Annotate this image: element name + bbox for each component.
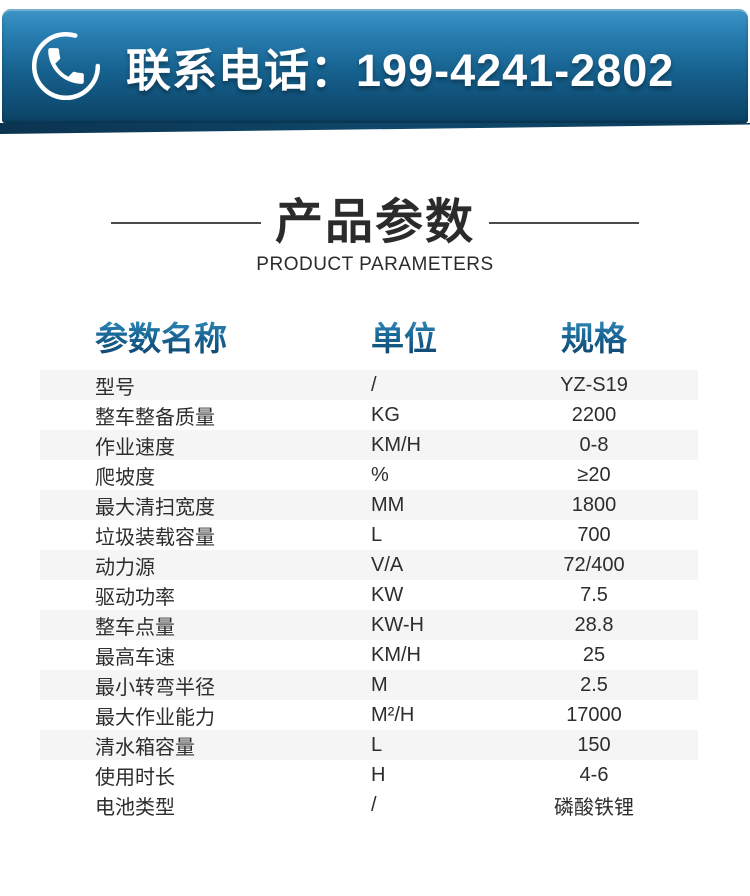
table-row: 驱动功率 KW 7.5: [40, 580, 698, 610]
param-name-cell: 作业速度: [95, 436, 175, 459]
param-name-cell: 最高车速: [95, 646, 175, 669]
parameters-table: 参数名称 单位 规格 型号 / YZ-S19 整车整备质量 KG 2200 作业…: [40, 310, 698, 821]
table-row: 最小转弯半径 M 2.5: [40, 670, 698, 701]
param-spec-cell: 700: [577, 523, 611, 546]
param-spec-cell: ≥20: [577, 463, 611, 486]
contact-banner: 联系电话：199-4241-2802: [2, 9, 748, 123]
param-spec-cell: 1800: [571, 493, 617, 516]
page-title: 产品参数: [274, 196, 475, 249]
param-name-cell: 驱动功率: [95, 586, 175, 609]
table-row: 使用时长 H 4-6: [40, 760, 698, 790]
contact-phone-text: 联系电话：199-4241-2802: [126, 34, 674, 99]
param-spec-cell: 25: [582, 643, 606, 666]
param-name-cell: 整车整备质量: [95, 406, 215, 429]
param-name-cell: 电池类型: [95, 796, 175, 819]
param-unit-cell: KW-H: [371, 613, 424, 636]
banner-fold-shadow: [0, 123, 750, 134]
table-row: 电池类型 / 磷酸铁锂: [40, 790, 698, 821]
param-spec-cell: 72/400: [563, 553, 625, 576]
table-row: 最高车速 KM/H 25: [40, 640, 698, 670]
param-unit-cell: KW: [371, 583, 404, 606]
title-dash-right: [489, 222, 639, 225]
table-row: 整车整备质量 KG 2200: [40, 400, 698, 430]
param-name-cell: 动力源: [95, 556, 155, 579]
param-name-cell: 最大作业能力: [95, 706, 215, 729]
param-unit-cell: H: [371, 763, 386, 786]
table-row: 型号 / YZ-S19: [40, 370, 698, 401]
table-row: 整车点量 KW-H 28.8: [40, 610, 698, 641]
param-unit-cell: MM: [371, 493, 405, 516]
param-unit-cell: %: [371, 463, 389, 486]
column-header-unit: 单位: [371, 312, 490, 360]
param-unit-cell: V/A: [371, 553, 404, 576]
table-row: 作业速度 KM/H 0-8: [40, 430, 698, 461]
param-name-cell: 使用时长: [95, 766, 175, 789]
table-row: 动力源 V/A 72/400: [40, 550, 698, 581]
param-name-cell: 整车点量: [95, 616, 175, 639]
table-row: 爬坡度 % ≥20: [40, 460, 698, 490]
param-name-cell: 型号: [95, 376, 135, 399]
param-spec-cell: 4-6: [579, 763, 609, 786]
table-row: 最大清扫宽度 MM 1800: [40, 490, 698, 521]
param-spec-cell: 28.8: [574, 613, 614, 636]
param-unit-cell: M²/H: [371, 703, 415, 726]
param-spec-cell: 7.5: [580, 583, 608, 606]
column-header-spec: 规格: [490, 312, 698, 360]
param-name-cell: 最小转弯半径: [95, 676, 215, 699]
param-spec-cell: 0-8: [579, 433, 609, 456]
param-spec-cell: 磷酸铁锂: [554, 796, 634, 819]
param-unit-cell: KM/H: [371, 433, 421, 456]
column-header-name: 参数名称: [40, 312, 371, 360]
param-unit-cell: KG: [371, 403, 400, 426]
title-dash-left: [110, 222, 261, 225]
param-name-cell: 清水箱容量: [95, 736, 195, 759]
param-unit-cell: /: [371, 373, 377, 396]
param-spec-cell: 150: [577, 733, 611, 756]
param-unit-cell: /: [371, 793, 377, 816]
param-name-cell: 爬坡度: [95, 466, 155, 489]
param-table-body: 型号 / YZ-S19 整车整备质量 KG 2200 作业速度 KM/H 0-8…: [40, 370, 698, 821]
param-unit-cell: L: [371, 523, 383, 546]
table-row: 垃圾装载容量 L 700: [40, 520, 698, 550]
param-unit-cell: M: [371, 673, 388, 696]
param-name-cell: 垃圾装载容量: [95, 526, 215, 549]
param-spec-cell: 17000: [566, 703, 622, 726]
page-subtitle: PRODUCT PARAMETERS: [256, 254, 494, 276]
param-unit-cell: L: [371, 733, 383, 756]
contact-phone-label: 联系电话：: [126, 44, 357, 96]
param-spec-cell: 2200: [571, 403, 617, 426]
contact-phone-number: 199-4241-2802: [356, 44, 675, 96]
table-row: 最大作业能力 M²/H 17000: [40, 700, 698, 730]
phone-icon: [30, 30, 102, 102]
table-header-row: 参数名称 单位 规格: [40, 310, 698, 362]
param-name-cell: 最大清扫宽度: [95, 496, 215, 519]
param-unit-cell: KM/H: [371, 643, 421, 666]
table-row: 清水箱容量 L 150: [40, 730, 698, 761]
param-spec-cell: YZ-S19: [560, 373, 628, 396]
param-spec-cell: 2.5: [580, 673, 608, 696]
section-title-block: 产品参数 PRODUCT PARAMETERS: [0, 196, 750, 276]
